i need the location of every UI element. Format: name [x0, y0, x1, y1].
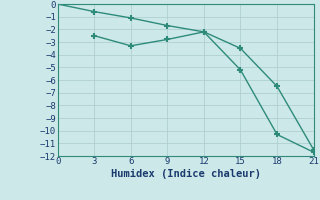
- X-axis label: Humidex (Indice chaleur): Humidex (Indice chaleur): [111, 169, 260, 179]
